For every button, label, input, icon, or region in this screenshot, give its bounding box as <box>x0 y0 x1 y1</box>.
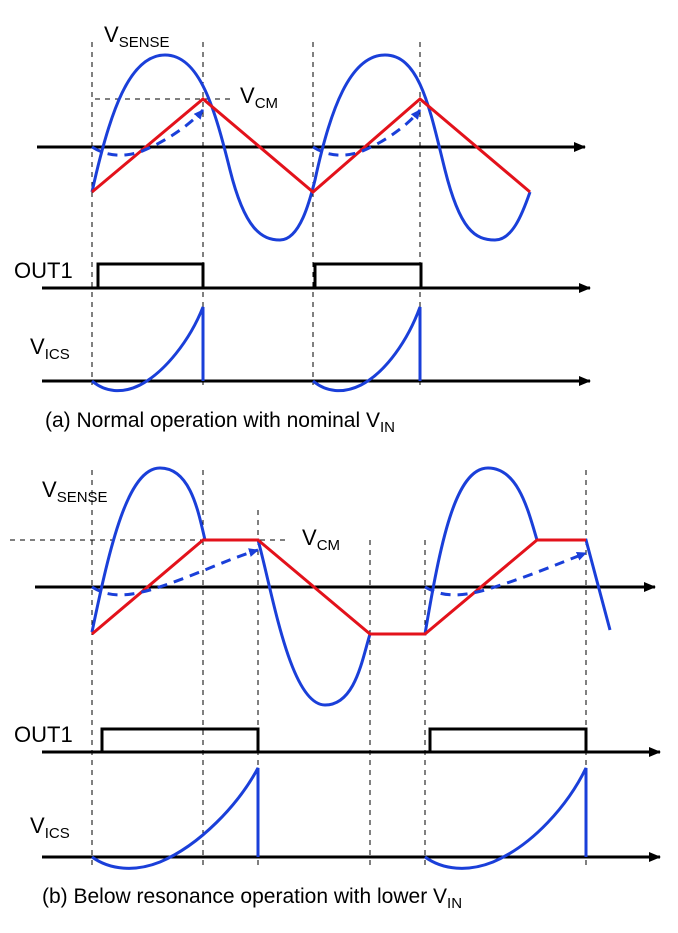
panel-a-out1-pulse-2 <box>313 262 423 290</box>
panel-b-dashed-blue-1 <box>91 548 259 597</box>
panel-b-guides <box>10 470 587 870</box>
panel-b-vics-label: VICS <box>30 813 70 842</box>
panel-a-vsense-label: VSENSE <box>104 22 170 51</box>
panel-a-out1-label: OUT1 <box>14 258 73 283</box>
panel-b: VSENSE VCM OUT1 VICS (b) Below resonance… <box>10 466 661 912</box>
panel-a-vcm-triangle <box>91 97 531 194</box>
panel-a-caption: (a) Normal operation with nominal VIN <box>45 409 395 436</box>
panel-b-vics-waveform-1 <box>91 767 260 870</box>
panel-a-guides <box>91 42 421 385</box>
panel-b-vsense-waveform <box>90 466 612 707</box>
panel-a-out1-pulse-1 <box>96 262 205 290</box>
panel-b-vcm-triangle <box>91 538 586 636</box>
panel-a-vics-label: VICS <box>30 334 70 363</box>
panel-b-out1-pulse-2 <box>428 727 588 754</box>
panel-a-dashed-blue-2 <box>312 109 422 157</box>
panel-a-vics-waveform-1 <box>91 306 205 393</box>
panel-b-out1-pulse-1 <box>100 727 260 754</box>
panel-b-vics-waveform-2 <box>424 767 588 870</box>
panel-b-caption: (b) Below resonance operation with lower… <box>42 885 462 912</box>
panel-b-vsense-label: VSENSE <box>42 477 108 506</box>
panel-b-dashed-blue-2 <box>424 551 587 597</box>
panel-a: VSENSE VCM OUT1 VICS (a) Normal operatio… <box>14 22 591 436</box>
panel-b-vcm-label: VCM <box>302 525 340 554</box>
panel-a-vcm-label: VCM <box>240 83 278 112</box>
panel-a-vics-waveform-2 <box>312 306 422 393</box>
panel-a-dashed-blue-1 <box>91 109 205 157</box>
panel-a-vsense-waveform <box>90 53 532 242</box>
panel-b-out1-label: OUT1 <box>14 722 73 747</box>
